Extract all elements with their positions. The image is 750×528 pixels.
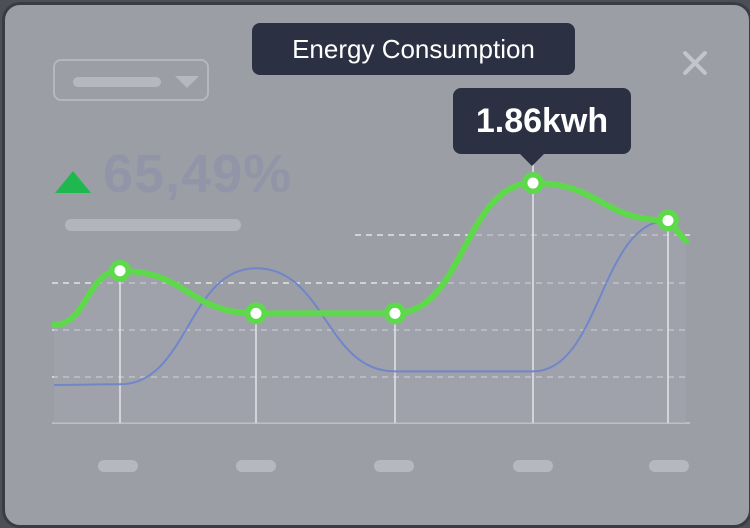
energy-chart [51, 150, 690, 424]
data-point [109, 259, 131, 282]
x-axis-tick-placeholder [649, 460, 689, 472]
primary-series-points [109, 172, 679, 325]
secondary-series-line [53, 219, 669, 386]
x-axis-tick-placeholder [513, 460, 553, 472]
stat-caption-placeholder [65, 219, 241, 231]
dropdown-value-placeholder [73, 77, 161, 87]
chart-title-tooltip: Energy Consumption [252, 23, 575, 75]
data-point [657, 209, 679, 232]
x-axis-tick-placeholder [98, 460, 138, 472]
data-point [245, 302, 267, 325]
data-point [384, 302, 406, 325]
chart-verticals [119, 150, 669, 423]
period-dropdown[interactable] [53, 59, 209, 101]
chevron-down-icon [175, 76, 199, 88]
data-point [522, 172, 544, 195]
value-tooltip: 1.86kwh [453, 88, 631, 166]
change-percent: 65,49% [103, 144, 293, 204]
triangle-up-icon [55, 171, 91, 193]
x-axis-tick-placeholder [236, 460, 276, 472]
x-axis-tick-placeholder [374, 460, 414, 472]
primary-area [54, 183, 686, 423]
